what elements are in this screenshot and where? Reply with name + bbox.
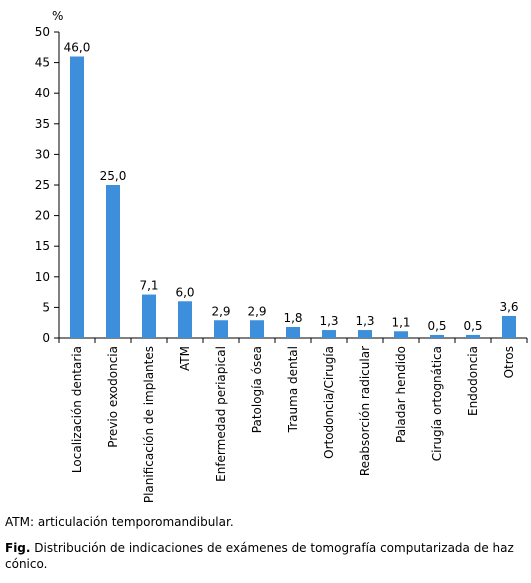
- data-label: 7,1: [139, 279, 158, 293]
- y-tick-label: 0: [42, 331, 50, 345]
- data-labels: 46,0 25,0 7,1 6,0 2,9 2,9 1,8 1,3 1,3 1,1 0,5 0,5 3,…: [64, 40, 519, 332]
- y-tick-label: 25: [35, 178, 50, 192]
- bar: [178, 301, 192, 338]
- caption-text: Distribución de indicaciones de exámenes…: [5, 541, 514, 571]
- bar: [214, 320, 228, 338]
- y-tick-label: 35: [35, 117, 50, 131]
- category-label: Localización dentaria: [70, 346, 84, 473]
- category-label: Enfermedad periapical: [214, 346, 228, 482]
- category-label: Planificación de implantes: [142, 346, 156, 503]
- y-unit-label: %: [52, 9, 63, 23]
- bar: [466, 334, 480, 338]
- y-tick-label: 40: [35, 86, 50, 100]
- y-tick-label: 30: [35, 147, 50, 161]
- y-tick-label: 45: [35, 56, 50, 70]
- data-label: 1,3: [319, 314, 338, 328]
- category-label: ATM: [178, 346, 192, 371]
- y-tick-label: 15: [35, 239, 50, 253]
- bar: [430, 334, 444, 338]
- data-label: 1,8: [283, 311, 302, 325]
- footnote: ATM: articulación temporomandibular.: [5, 515, 234, 529]
- bar: [250, 320, 264, 338]
- data-label: 46,0: [64, 40, 91, 54]
- bar: [322, 330, 336, 338]
- bar: [106, 185, 120, 338]
- y-ticks: 0 5 10 15 20 25 30 35 40 45 50: [35, 25, 528, 345]
- category-label: Trauma dental: [286, 346, 300, 433]
- category-label: Patología ósea: [250, 346, 264, 433]
- category-label: Previo exodoncia: [106, 346, 120, 448]
- category-label: Paladar hendido: [394, 346, 408, 443]
- category-label: Cirugía ortognática: [430, 346, 444, 461]
- category-label: Ortodoncia/Cirugía: [322, 346, 336, 459]
- bar: [358, 330, 372, 338]
- y-tick-label: 50: [35, 25, 50, 39]
- bar: [502, 315, 516, 338]
- data-label: 6,0: [175, 285, 194, 299]
- bar: [142, 294, 156, 338]
- figure-caption: Fig. Distribución de indicaciones de exá…: [5, 540, 529, 572]
- caption-prefix: Fig.: [5, 541, 31, 555]
- bar: [286, 326, 300, 338]
- data-label: 1,3: [355, 314, 374, 328]
- data-label: 2,9: [211, 304, 230, 318]
- bar: [70, 56, 84, 338]
- bar-chart: % 0 5 10 15 20 25 30 35 40 45 50 46,0 25,0 7,1 6,0 2,9…: [35, 9, 528, 503]
- y-tick-label: 5: [42, 300, 50, 314]
- category-labels: Localización dentaria Previo exodoncia Pla…: [70, 346, 516, 503]
- data-label: 0,5: [463, 319, 482, 333]
- y-tick-label: 20: [35, 209, 50, 223]
- data-label: 2,9: [247, 304, 266, 318]
- category-label: Reabsorción radicular: [358, 346, 372, 476]
- bar: [394, 331, 408, 338]
- data-label: 3,6: [499, 300, 518, 314]
- data-label: 1,1: [391, 315, 410, 329]
- category-label: Endodoncia: [466, 346, 480, 416]
- data-label: 25,0: [100, 169, 127, 183]
- data-label: 0,5: [427, 319, 446, 333]
- bars: [70, 56, 516, 338]
- category-label: Otros: [502, 346, 516, 378]
- y-tick-label: 10: [35, 270, 50, 284]
